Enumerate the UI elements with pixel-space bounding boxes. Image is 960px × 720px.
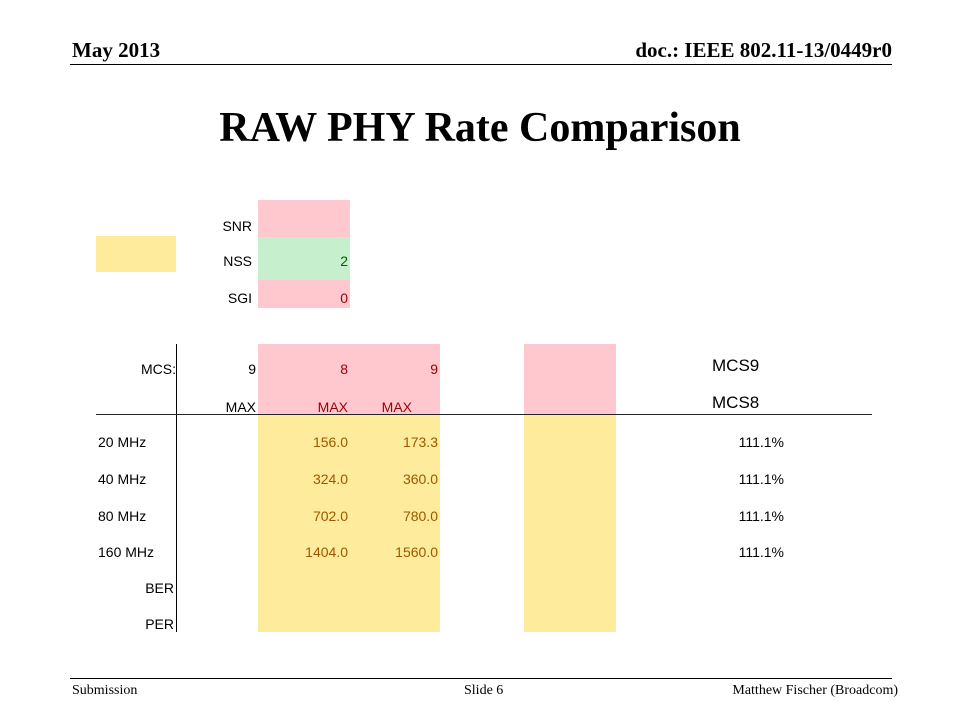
footer-slide-number: Slide 6 bbox=[464, 683, 504, 698]
table-vertical-rule bbox=[176, 344, 177, 632]
slide-title: RAW PHY Rate Comparison bbox=[219, 105, 741, 151]
legend-yellow-swatch bbox=[96, 236, 176, 272]
table-header-rule bbox=[96, 414, 872, 415]
row-20mhz-label: 20 MHz bbox=[98, 434, 147, 450]
mcs-value-2: 8 bbox=[340, 361, 348, 377]
header-date: May 2013 bbox=[72, 38, 161, 62]
row-80mhz-mcs8: 702.0 bbox=[312, 508, 348, 524]
row-40mhz-label: 40 MHz bbox=[98, 471, 147, 487]
header-doc-id: doc.: IEEE 802.11-13/0449r0 bbox=[635, 38, 892, 62]
max-label-3: MAX bbox=[381, 399, 412, 415]
row-40mhz-ratio: 111.1% bbox=[738, 471, 784, 487]
row-160mhz-mcs9: 1560.0 bbox=[395, 544, 438, 560]
row-80mhz-ratio: 111.1% bbox=[738, 508, 784, 524]
rates-highlight bbox=[258, 414, 440, 632]
mcs-value-3: 9 bbox=[430, 361, 438, 377]
nss-value-cell[interactable]: 2 bbox=[258, 237, 350, 280]
max-label-2: MAX bbox=[317, 399, 348, 415]
footer-rule bbox=[70, 678, 892, 679]
nss-label: NSS bbox=[223, 253, 252, 269]
footer-submission: Submission bbox=[72, 683, 138, 698]
snr-value-cell[interactable] bbox=[258, 200, 350, 237]
row-20mhz-ratio: 111.1% bbox=[738, 434, 784, 450]
row-160mhz-mcs8: 1404.0 bbox=[305, 544, 348, 560]
sgi-label: SGI bbox=[227, 290, 252, 306]
row-80mhz-mcs9: 780.0 bbox=[402, 508, 438, 524]
row-160mhz-ratio: 111.1% bbox=[738, 544, 784, 560]
max-label-1: MAX bbox=[225, 399, 256, 415]
per-label: PER bbox=[145, 616, 174, 632]
extra-col-header-highlight bbox=[524, 344, 616, 414]
ber-label: BER bbox=[145, 580, 174, 596]
sgi-value: 0 bbox=[340, 290, 348, 306]
ratio-header-mcs9: MCS9 bbox=[712, 356, 760, 375]
row-40mhz-mcs8: 324.0 bbox=[312, 471, 348, 487]
row-160mhz-label: 160 MHz bbox=[98, 544, 155, 560]
row-40mhz-mcs9: 360.0 bbox=[402, 471, 438, 487]
row-20mhz-mcs9: 173.3 bbox=[402, 434, 438, 450]
nss-value: 2 bbox=[340, 253, 348, 269]
ratio-header-mcs8: MCS8 bbox=[712, 393, 760, 412]
snr-label: SNR bbox=[222, 218, 252, 234]
mcs-header-highlight bbox=[258, 344, 440, 414]
extra-col-highlight bbox=[524, 414, 616, 632]
footer-author: Matthew Fischer (Broadcom) bbox=[732, 683, 898, 698]
sgi-value-cell[interactable]: 0 bbox=[258, 280, 350, 308]
mcs-label: MCS: bbox=[141, 361, 176, 377]
row-80mhz-label: 80 MHz bbox=[98, 508, 147, 524]
row-20mhz-mcs8: 156.0 bbox=[312, 434, 348, 450]
header-rule bbox=[70, 64, 892, 65]
mcs-value-1: 9 bbox=[248, 361, 256, 377]
